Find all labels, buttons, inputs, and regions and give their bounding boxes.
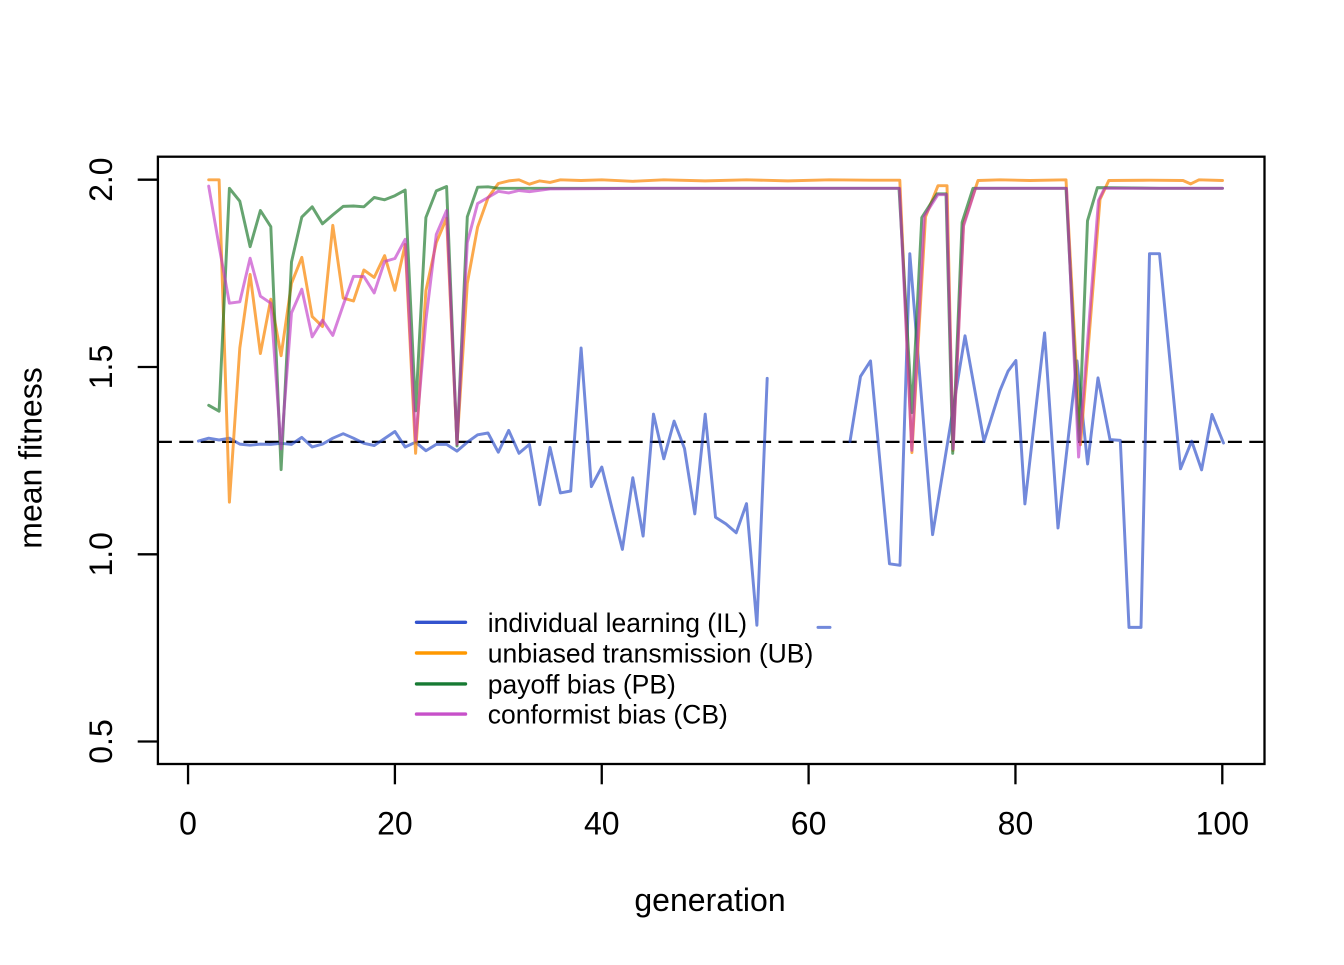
svg-text:generation: generation	[634, 882, 785, 918]
svg-text:80: 80	[998, 806, 1034, 842]
svg-text:1.0: 1.0	[83, 532, 119, 576]
svg-text:2.0: 2.0	[83, 157, 119, 201]
svg-text:0.5: 0.5	[83, 719, 119, 763]
svg-text:0: 0	[179, 806, 197, 842]
svg-text:1.5: 1.5	[83, 345, 119, 389]
svg-text:mean fitness: mean fitness	[13, 367, 49, 548]
svg-text:20: 20	[377, 806, 413, 842]
svg-text:conformist bias (CB): conformist bias (CB)	[488, 700, 728, 730]
svg-text:60: 60	[791, 806, 827, 842]
svg-text:payoff bias (PB): payoff bias (PB)	[488, 669, 676, 699]
svg-text:individual learning (IL): individual learning (IL)	[488, 608, 747, 638]
svg-text:40: 40	[584, 806, 620, 842]
svg-text:100: 100	[1196, 806, 1249, 842]
svg-text:unbiased transmission (UB): unbiased transmission (UB)	[488, 639, 814, 669]
